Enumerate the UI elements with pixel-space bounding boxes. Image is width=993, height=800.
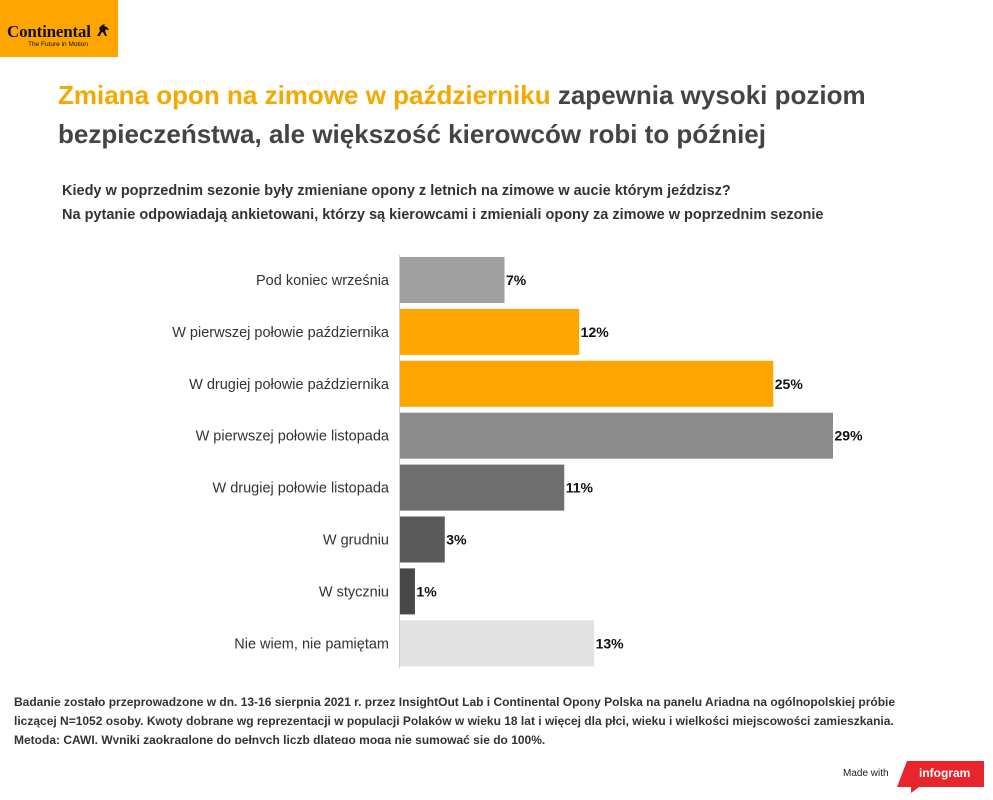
infogram-link[interactable]: infogram (897, 761, 984, 793)
subtitle-note: Na pytanie odpowiadają ankietowani, któr… (62, 207, 824, 223)
category-label: W styczniu (319, 584, 389, 600)
made-with-label: Made with (843, 768, 889, 779)
value-label: 7% (506, 272, 527, 288)
category-label: W grudniu (323, 533, 389, 549)
infogram-flag-icon (897, 761, 984, 793)
bar-3 (400, 360, 774, 407)
continental-logo: Continental The Future in Motion (0, 0, 118, 57)
title-highlight: Zmiana opon na zimowe w październiku (58, 80, 551, 110)
footnote-line-3: Metoda: CAWI. Wyniki zaokrąglone do pełn… (14, 733, 546, 744)
category-label: W pierwszej połowie listopada (196, 429, 390, 445)
category-label: W drugiej połowie listopada (212, 481, 389, 497)
chart-subtitle: Kiedy w poprzednim sezonie były zmienian… (62, 179, 942, 227)
value-label: 29% (835, 428, 864, 444)
page-title: Zmiana opon na zimowe w październiku zap… (58, 76, 938, 154)
logo-tagline: The Future in Motion (28, 41, 88, 48)
value-label: 25% (775, 376, 804, 392)
bar-7 (400, 568, 415, 615)
subtitle-question: Kiedy w poprzednim sezonie były zmienian… (62, 183, 731, 199)
category-label: W drugiej połowie października (189, 377, 390, 393)
footnote-line-2: liczącej N=1052 osoby. Kwoty dobrane wg … (14, 714, 894, 728)
value-label: 1% (416, 583, 437, 599)
footnote-line-1: Badanie zostało przeprowadzone w dn. 13-… (14, 695, 896, 709)
infogram-label: infogram (919, 766, 971, 780)
category-label: W pierwszej połowie października (172, 325, 390, 341)
title-rest: zapewnia wysoki poziom bezpieczeństwa, a… (58, 80, 866, 149)
logo-wordmark: Continental (7, 22, 91, 41)
horse-icon (97, 24, 109, 36)
value-label: 13% (596, 635, 625, 651)
category-label: Nie wiem, nie pamiętam (234, 636, 389, 652)
value-label: 12% (581, 324, 610, 340)
bar-8 (400, 620, 595, 667)
bar-4 (400, 412, 833, 459)
bar-6 (400, 516, 445, 563)
footnote: Badanie zostało przeprowadzone w dn. 13-… (14, 693, 944, 744)
bar-chart: Pod koniec września 7% W pierwszej połowie… (172, 255, 864, 669)
bar-1 (400, 257, 505, 303)
bar-2 (400, 308, 580, 355)
value-label: 3% (446, 532, 467, 548)
category-label: Pod koniec września (256, 273, 390, 289)
value-label: 11% (566, 480, 594, 496)
bar-5 (400, 464, 565, 511)
